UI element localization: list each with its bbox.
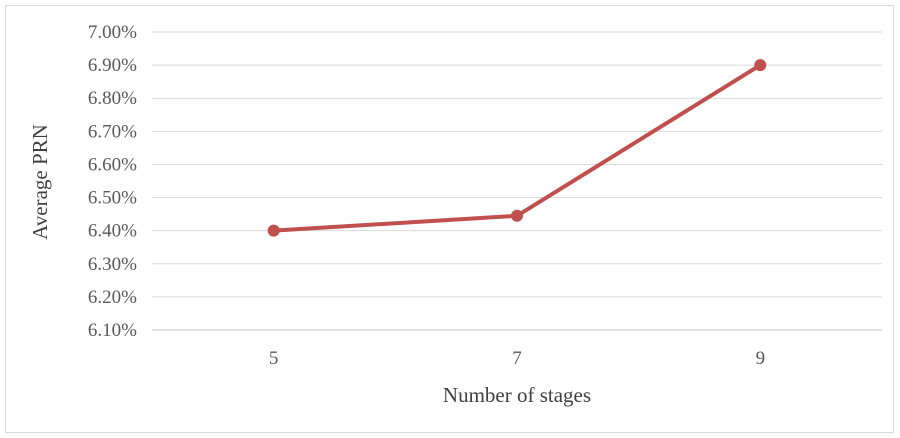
x-tick-label: 9 [756,348,766,369]
y-tick-label: 6.20% [88,287,137,308]
y-tick-label: 6.50% [88,188,137,209]
y-tick-label: 6.90% [88,55,137,76]
series-line [271,63,763,233]
data-point [511,209,523,222]
x-tick-label: 5 [269,348,279,369]
y-tick-label: 6.30% [88,254,137,275]
y-tick-label: 6.60% [88,154,137,175]
y-tick-labels: 6.10% 6.20% 6.30% 6.40% 6.50% 6.60% 6.70% 6.80%… [88,22,137,341]
y-tick-label: 6.80% [88,88,137,109]
data-point [267,224,280,237]
y-tick-label: 6.70% [88,121,137,142]
y-tick-label: 6.40% [88,221,137,242]
y-axis-title: Average PRN [28,124,52,240]
y-tick-label: 6.10% [88,320,137,341]
data-point [754,59,767,72]
x-tick-labels: 5 7 9 [269,348,765,369]
series-layer [267,59,767,237]
x-axis-title: Number of stages [443,383,591,407]
gridlines [152,31,882,331]
x-tick-label: 7 [512,348,522,369]
y-tick-label: 7.00% [88,22,137,43]
